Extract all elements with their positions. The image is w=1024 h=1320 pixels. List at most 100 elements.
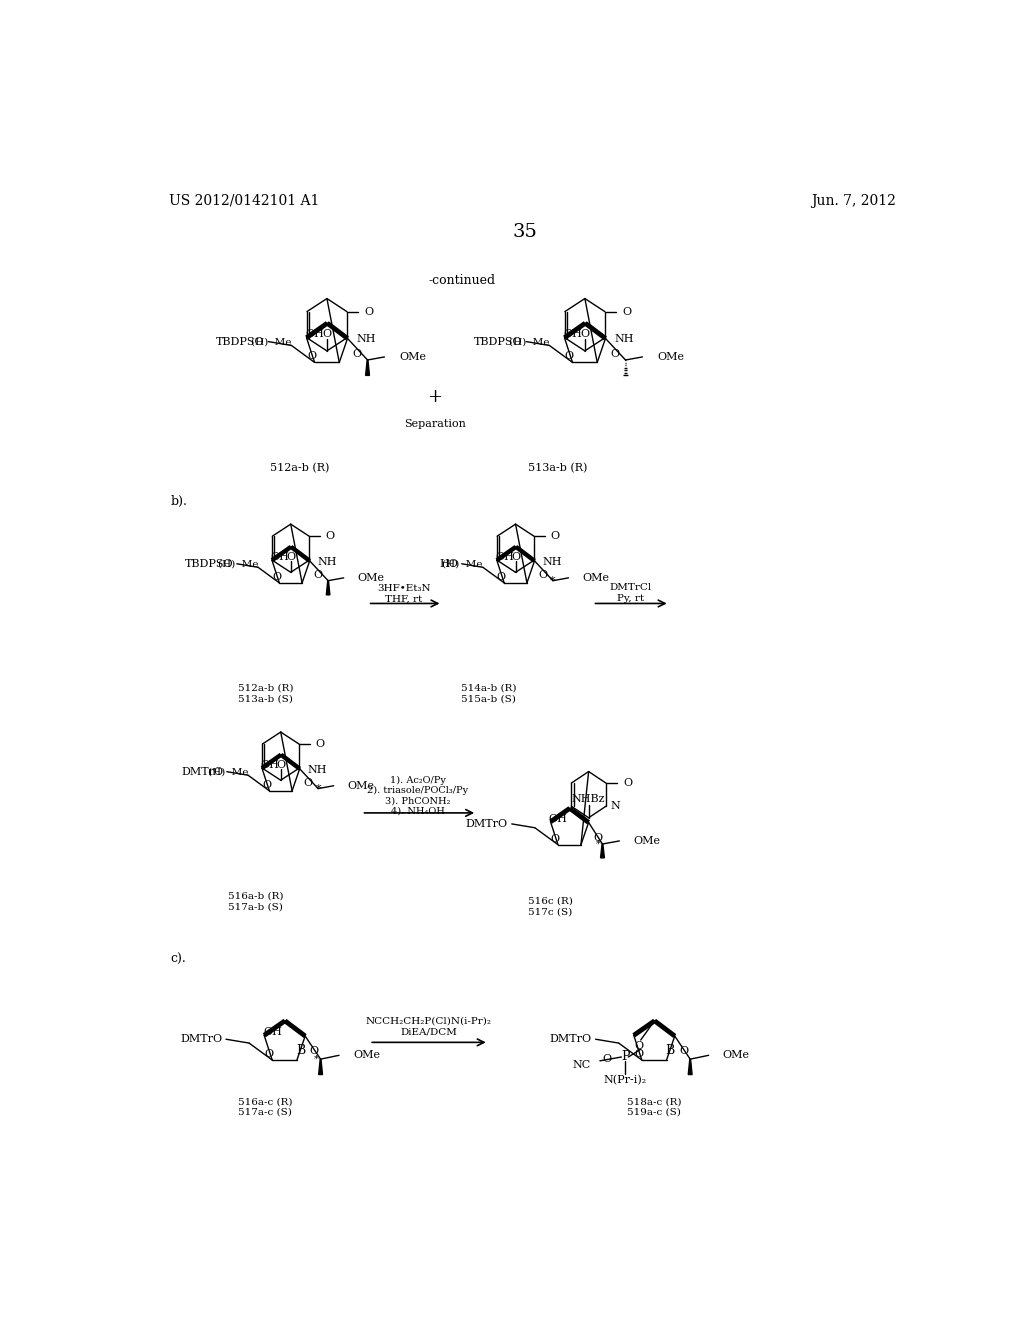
Text: 514a-b (R): 514a-b (R) [461,684,516,693]
Text: O: O [634,1049,643,1059]
Text: 35: 35 [512,223,538,240]
Text: O: O [623,777,632,788]
Text: OMe: OMe [723,1051,750,1060]
Text: Jun. 7, 2012: Jun. 7, 2012 [811,194,896,207]
Text: N(Pr-i)₂: N(Pr-i)₂ [604,1074,647,1085]
Text: O: O [286,552,295,562]
Text: OMe: OMe [353,1051,380,1060]
Text: c).: c). [171,953,186,966]
Text: NH: NH [356,334,376,345]
Text: *: * [596,840,601,849]
Text: 1). Ac₂O/Py: 1). Ac₂O/Py [390,776,445,785]
Text: O: O [276,759,286,770]
Text: 516c (R): 516c (R) [527,898,572,906]
Text: *: * [315,784,321,793]
Text: OH: OH [305,329,325,339]
Text: HO: HO [439,558,458,569]
Text: OMe: OMe [657,352,684,362]
Text: O: O [565,351,574,362]
Text: THF, rt: THF, rt [385,594,423,603]
Text: 519a-c (S): 519a-c (S) [628,1107,681,1117]
Text: OMe: OMe [633,836,660,846]
Text: *: * [314,1055,319,1064]
Text: OH: OH [496,552,514,562]
Text: O: O [497,573,506,582]
Text: O: O [326,531,335,541]
Text: 516a-c (R): 516a-c (R) [238,1097,293,1106]
Text: NHBz: NHBz [571,795,605,804]
Text: TBDPSO: TBDPSO [474,337,522,347]
Text: NCCH₂CH₂P(Cl)N(i-Pr)₂: NCCH₂CH₂P(Cl)N(i-Pr)₂ [366,1016,492,1026]
Text: OH: OH [563,329,583,339]
Text: O: O [264,1049,273,1059]
Polygon shape [366,360,370,375]
Text: O: O [262,780,271,791]
Text: O: O [680,1047,688,1056]
Text: DMTrCl: DMTrCl [610,583,652,591]
Text: 513a-b (R): 513a-b (R) [528,463,588,473]
Text: Separation: Separation [403,418,466,429]
Text: O: O [550,833,559,843]
Text: O: O [581,329,590,339]
Text: OH: OH [260,759,280,770]
Text: O: O [310,1047,319,1056]
Text: TBDPSO: TBDPSO [184,558,233,569]
Text: O: O [610,348,620,359]
Text: 516a-b (R): 516a-b (R) [227,891,283,900]
Polygon shape [318,1059,323,1074]
Text: 513a-b (S): 513a-b (S) [238,694,293,704]
Text: 512a-b (R): 512a-b (R) [238,684,293,693]
Text: OH: OH [263,1027,282,1036]
Text: b).: b). [171,495,187,508]
Text: (H)  Me: (H) Me [218,560,258,569]
Text: O: O [313,570,323,579]
Text: O: O [602,1053,611,1064]
Text: 3). PhCONH₂: 3). PhCONH₂ [385,796,451,805]
Text: OH: OH [270,552,289,562]
Text: 2). triasole/POCl₃/Py: 2). triasole/POCl₃/Py [368,785,468,795]
Text: Py, rt: Py, rt [617,594,645,602]
Text: OMe: OMe [357,573,384,583]
Text: 517c (S): 517c (S) [528,908,572,916]
Text: O: O [323,329,332,339]
Text: O: O [593,833,602,843]
Text: O: O [307,351,316,362]
Text: *: * [550,576,556,586]
Polygon shape [327,581,330,595]
Text: US 2012/0142101 A1: US 2012/0142101 A1 [169,194,319,207]
Text: NH: NH [614,334,634,345]
Text: B: B [296,1044,305,1057]
Text: NH: NH [307,764,327,775]
Text: NH: NH [543,557,562,566]
Text: (H)  Me: (H) Me [442,560,483,569]
Text: NC: NC [572,1060,591,1069]
Text: O: O [623,306,632,317]
Text: B: B [666,1044,675,1057]
Text: DMTrO: DMTrO [466,818,508,829]
Text: 518a-c (R): 518a-c (R) [627,1097,681,1106]
Text: O: O [635,1041,644,1051]
Text: 517a-b (S): 517a-b (S) [228,903,283,911]
Text: -continued: -continued [428,273,496,286]
Text: O: O [550,531,559,541]
Text: P: P [621,1051,630,1064]
Text: 3HF•Et₃N: 3HF•Et₃N [377,583,431,593]
Text: 517a-c (S): 517a-c (S) [239,1107,292,1117]
Text: O: O [539,570,548,579]
Text: OH: OH [548,814,567,824]
Text: O: O [511,552,520,562]
Text: DiEA/DCM: DiEA/DCM [400,1027,457,1036]
Text: 515a-b (S): 515a-b (S) [461,694,516,704]
Text: O: O [352,348,361,359]
Text: (H)  Me: (H) Me [208,767,248,776]
Text: (H)  Me: (H) Me [509,337,550,346]
Text: O: O [272,573,281,582]
Text: OMe: OMe [582,573,609,583]
Text: OMe: OMe [399,352,426,362]
Text: DMTrO: DMTrO [550,1035,592,1044]
Text: TBDPSO: TBDPSO [216,337,264,347]
Text: (H)  Me: (H) Me [251,337,292,346]
Text: OMe: OMe [347,780,374,791]
Text: O: O [315,739,325,748]
Text: O: O [304,777,312,788]
